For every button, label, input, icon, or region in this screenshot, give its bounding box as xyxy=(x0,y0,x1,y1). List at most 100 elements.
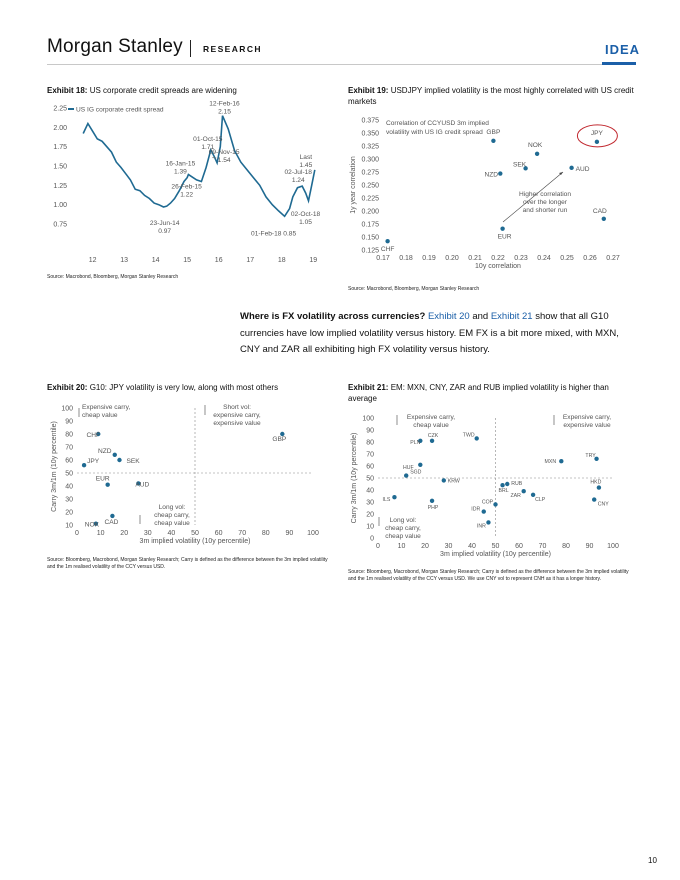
paragraph-rest: show that all G10 currencies have low im… xyxy=(240,311,619,355)
point-nok xyxy=(534,151,540,156)
x-tick-label: 20 xyxy=(120,530,128,537)
idea-tag: IDEA xyxy=(605,42,641,57)
x-tick-label: 90 xyxy=(586,543,594,550)
header-rule xyxy=(47,64,636,65)
point-label: ZAR xyxy=(511,493,522,499)
highlight-circle xyxy=(576,124,618,148)
exhibit-18-caption: US corporate credit spreads are widening xyxy=(89,86,237,95)
point-cad xyxy=(110,513,115,519)
brand-separator xyxy=(190,40,191,57)
y-tick-label: 10 xyxy=(65,523,73,530)
exhibit-19-chart: 0.125 0.150 0.175 0.200 0.225 0.250 0.275 0.300… xyxy=(350,118,620,271)
point-nok xyxy=(93,521,99,526)
point-cad xyxy=(601,216,606,221)
point-label: CAD xyxy=(593,208,607,215)
annotation-value: 1.71 xyxy=(201,144,214,151)
point-label: EUR xyxy=(498,234,512,241)
quadrant-label-bottom: cheap carry, xyxy=(154,512,190,519)
x-tick-label: 10 xyxy=(97,530,105,537)
point-hkd xyxy=(596,485,602,490)
series-line-us-ig-spread xyxy=(82,115,316,218)
point-mxn xyxy=(559,459,564,464)
y-tick-label: 0.200 xyxy=(361,209,379,216)
point-krw xyxy=(441,478,446,483)
exhibit-21-title: Exhibit 21: EM: MXN, CNY, ZAR and RUB im… xyxy=(348,382,638,404)
x-tick-label: 0.18 xyxy=(399,255,413,262)
point-jpy xyxy=(594,139,600,145)
point-label: BRL xyxy=(499,488,509,494)
chart-title: volatility with US IG credit spread xyxy=(386,129,483,136)
exhibit-21-source: Source: Bloomberg, Macrobond, Morgan Sta… xyxy=(348,569,629,582)
page-number: 10 xyxy=(648,856,657,865)
point-zar xyxy=(521,489,526,494)
annotation-date: Last xyxy=(300,154,313,161)
exhibit-21-link[interactable]: Exhibit 21 xyxy=(490,311,533,322)
exhibit-21-chart: 0 10 20 30 40 50 60 70 80 90 100 0 10 20 30 40 50 60 70 80 9… xyxy=(351,414,619,558)
x-tick-label: 100 xyxy=(607,543,619,550)
point-inr xyxy=(486,520,491,525)
x-tick-label: 30 xyxy=(445,543,453,550)
x-axis-label: 3m implied volatility (10y percentile) xyxy=(140,538,251,545)
point-clp xyxy=(530,492,536,497)
quadrant-label-top-right: expensive value xyxy=(563,422,611,429)
x-tick-label: 90 xyxy=(286,530,294,537)
point-czk xyxy=(429,438,435,443)
point-eur xyxy=(500,226,505,231)
point-label: MXN xyxy=(545,459,557,465)
point-label: SEK xyxy=(513,161,527,168)
quadrant-label-bottom: cheap carry, xyxy=(385,525,421,532)
exhibit-20-title: Exhibit 20: G10: JPY volatility is very … xyxy=(47,382,337,393)
point-php xyxy=(429,498,435,503)
exhibit-19-number: Exhibit 19: xyxy=(348,86,389,95)
y-tick-label: 0.125 xyxy=(361,248,379,255)
annotation-value: 1.39 xyxy=(174,169,187,176)
annotation-date: 16-Jan-15 xyxy=(166,161,196,168)
idea-accent-bar xyxy=(602,62,636,65)
exhibit-21-caption: EM: MXN, CNY, ZAR and RUB implied volati… xyxy=(348,383,609,403)
y-tick-label: 100 xyxy=(61,406,73,413)
point-gbp xyxy=(280,431,285,437)
x-tick-label: 0.24 xyxy=(537,255,551,262)
y-tick-label: 30 xyxy=(65,497,73,504)
x-tick-label: 40 xyxy=(168,530,176,537)
quadrant-label-bottom: Long vol: xyxy=(159,504,186,511)
point-label: NOK xyxy=(85,522,100,529)
paragraph-lead: Where is FX volatility across currencies… xyxy=(240,311,426,322)
y-axis-label: Carry 3m/1m (10y percentile) xyxy=(51,421,58,512)
x-tick-label: 50 xyxy=(191,530,199,537)
annotation-arrowhead xyxy=(559,172,563,175)
point-label: EUR xyxy=(96,476,110,483)
point-cop xyxy=(493,502,498,507)
x-tick-label: 18 xyxy=(278,257,286,264)
x-tick-label: 0.26 xyxy=(583,255,597,262)
exhibit-19-title: Exhibit 19: USDJPY implied volatility is… xyxy=(348,85,638,107)
point-chf xyxy=(385,238,390,244)
x-tick-label: 10 xyxy=(398,543,406,550)
x-tick-label: 50 xyxy=(492,543,500,550)
x-tick-label: 0.25 xyxy=(560,255,574,262)
y-tick-label: 30 xyxy=(366,500,374,507)
y-tick-label: 0.300 xyxy=(361,157,379,164)
annotation-arrow xyxy=(502,171,564,223)
y-tick-label: 1.50 xyxy=(53,164,67,171)
point-try xyxy=(594,456,599,461)
point-ils xyxy=(392,495,397,500)
annotation-value: 1.45 xyxy=(299,162,312,169)
quadrant-label-top-right: expensive carry, xyxy=(213,412,261,419)
y-tick-label: 20 xyxy=(366,512,374,519)
annotation-date: 02-Jul-18 xyxy=(284,169,312,176)
annotation-text: over the longer xyxy=(523,199,568,206)
y-tick-label: 0.325 xyxy=(361,144,379,151)
x-tick-label: 60 xyxy=(215,530,223,537)
exhibit-19-source: Source: Macrobond, Bloomberg, Morgan Sta… xyxy=(348,286,480,292)
legend-label: US IG corporate credit spread xyxy=(76,107,164,114)
quadrant-label-top-right: expensive value xyxy=(213,420,261,427)
x-tick-label: 0 xyxy=(75,530,79,537)
point-cny xyxy=(592,497,597,502)
point-brl xyxy=(500,483,505,488)
point-label: NZD xyxy=(98,448,112,455)
point-label: JPY xyxy=(591,130,604,137)
exhibit-20-link[interactable]: Exhibit 20 xyxy=(427,311,470,322)
x-tick-label: 70 xyxy=(539,543,547,550)
point-label: CHF xyxy=(86,432,100,439)
